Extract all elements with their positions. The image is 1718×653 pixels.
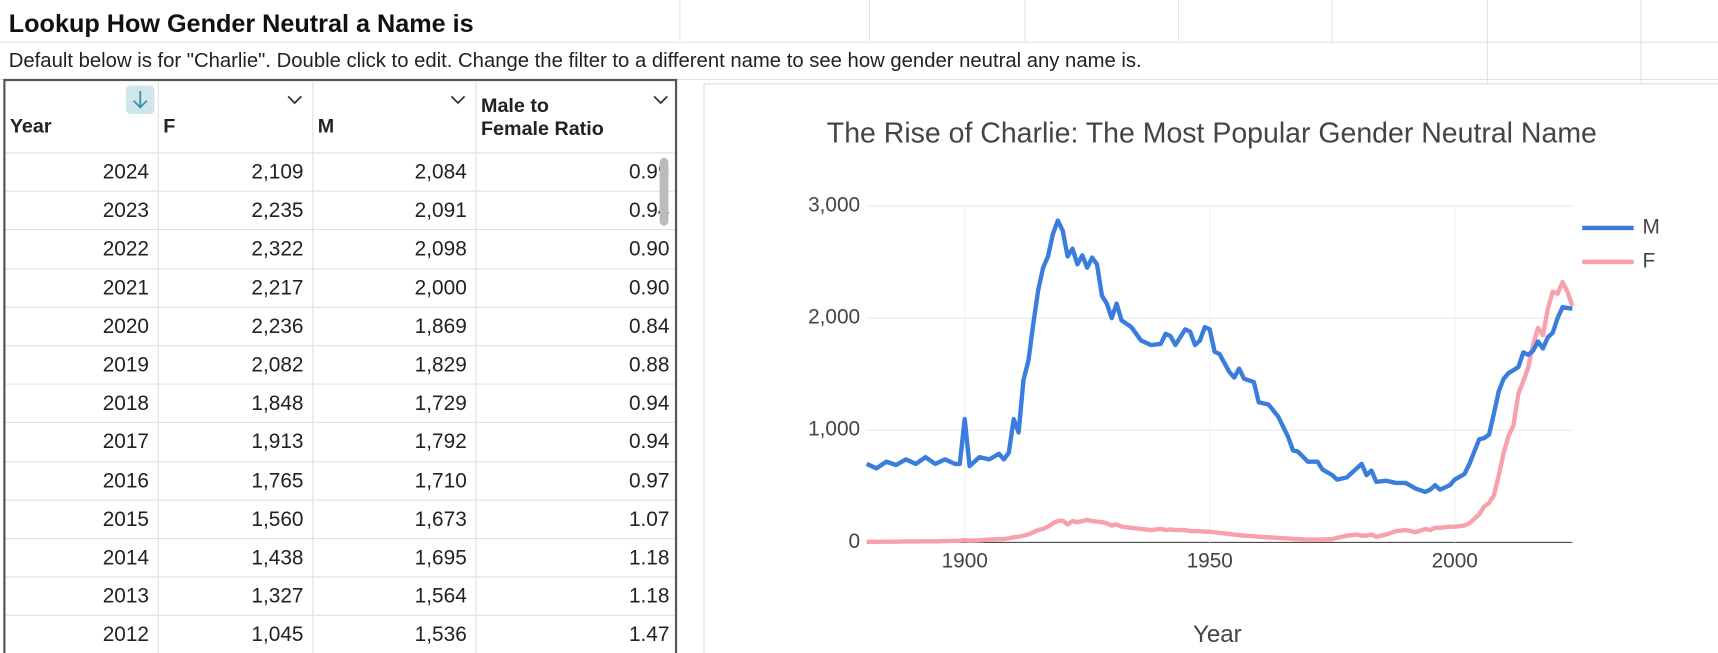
table-cell: 1,695 [313, 539, 477, 578]
table-cell: 2012 [5, 616, 159, 653]
table-cell: 1,710 [313, 461, 477, 501]
x-axis-title: Year [1193, 621, 1242, 648]
table-cell: 2020 [5, 307, 159, 347]
table-cell: 1,536 [313, 616, 477, 653]
column-header[interactable]: Male to Female Ratio [476, 81, 675, 154]
table-cell: 1.18 [476, 539, 675, 578]
table-cell: 2015 [5, 500, 159, 540]
table-cell: 0.99 [476, 153, 675, 192]
filter-dropdown[interactable] [449, 94, 467, 105]
table-cell: 2,235 [158, 191, 314, 231]
x-tick-label: 2000 [1432, 550, 1478, 573]
table-cell: 2,084 [313, 153, 477, 192]
table-cell: 2022 [5, 230, 159, 270]
col-line [868, 0, 870, 42]
filter-dropdown[interactable] [286, 94, 304, 105]
sort-icon[interactable] [126, 85, 155, 114]
table-cell: 2,109 [158, 153, 314, 192]
table-cell: 1,327 [158, 577, 314, 617]
table-cell: 2,082 [158, 346, 314, 385]
y-tick-label: 3,000 [808, 193, 860, 216]
table-cell: 2017 [5, 423, 159, 462]
series-line [865, 218, 1573, 495]
table-cell: 1,848 [158, 384, 314, 424]
table-cell: 2018 [5, 384, 159, 424]
table-cell: 2024 [5, 153, 159, 192]
series-line [866, 279, 1575, 545]
table-cell: 1,869 [313, 307, 477, 347]
table-cell: 2,217 [158, 269, 314, 308]
row-line [0, 41, 1718, 43]
x-tick-label: 1900 [942, 550, 988, 573]
column-header[interactable]: M [313, 81, 477, 154]
y-tick-label: 0 [849, 530, 861, 553]
chart-title: The Rise of Charlie: The Most Popular Ge… [827, 117, 1597, 149]
col-line [1331, 0, 1333, 42]
table-cell: 1,765 [158, 461, 314, 501]
column-header[interactable]: F [158, 81, 314, 154]
table-cell: 2023 [5, 191, 159, 231]
chart-container: The Rise of Charlie: The Most Popular Ge… [703, 83, 1718, 653]
table-cell: 2016 [5, 461, 159, 501]
table-cell: 2,000 [313, 269, 477, 308]
table-cell: 1.47 [477, 616, 675, 653]
legend-label: M [1642, 215, 1659, 238]
col-line [1640, 0, 1642, 84]
y-tick-label: 1,000 [808, 418, 860, 441]
table-cell: 1,913 [158, 423, 314, 462]
chart: The Rise of Charlie: The Most Popular Ge… [808, 117, 1660, 648]
column-header[interactable]: Year [5, 81, 159, 154]
col-line [1177, 0, 1179, 42]
table-cell: 2019 [5, 346, 159, 385]
table-cell: 0.94 [476, 385, 675, 424]
sheet-subtitle: Default below is for "Charlie". Double c… [8, 48, 1142, 72]
data-table: Year F M Male to Female Ratio 2024 2,109 2,084… [3, 78, 678, 653]
table-cell: 1.07 [476, 501, 675, 540]
table-cell: 1,045 [159, 616, 314, 653]
table-cell: 2013 [5, 577, 159, 617]
header-text: M [317, 115, 335, 137]
table-cell: 1,560 [158, 500, 314, 540]
table-cell: 0.94 [476, 423, 675, 462]
table-cell: 1,438 [158, 539, 314, 578]
table-cell: 0.88 [476, 346, 675, 385]
header-text: F [163, 115, 176, 137]
table-cell: 0.84 [476, 308, 675, 347]
col-line [1486, 0, 1488, 84]
header-text: Year [9, 115, 52, 137]
table-cell: 2,091 [313, 191, 477, 231]
table-cell: 1,729 [313, 384, 477, 424]
x-tick-label: 1950 [1187, 550, 1233, 573]
header-text: Male to Female Ratio [481, 93, 604, 139]
table-cell: 2,098 [313, 230, 477, 270]
filter-dropdown[interactable] [652, 94, 670, 105]
table-cell: 2,236 [158, 307, 314, 347]
table-cell: 0.90 [476, 269, 675, 308]
legend-label: F [1642, 249, 1655, 272]
table-cell: 0.90 [476, 231, 675, 270]
table-cell: 1,829 [313, 346, 477, 385]
table-cell: 1,564 [313, 577, 477, 617]
table-cell: 2021 [5, 269, 159, 308]
sheet-title: Lookup How Gender Neutral a Name is [8, 8, 474, 38]
col-line [679, 0, 681, 42]
scrollbar[interactable] [659, 157, 669, 226]
row-line [0, 78, 1718, 80]
col-line [1024, 0, 1026, 42]
table-cell: 2014 [5, 539, 159, 578]
table-cell: 1,673 [313, 500, 477, 540]
table-cell: 2,322 [158, 230, 314, 270]
table-cell: 0.94 [476, 192, 675, 231]
table-cell: 1.18 [476, 578, 675, 617]
y-tick-label: 2,000 [808, 306, 860, 329]
table-cell: 1,792 [313, 423, 477, 462]
table-cell: 0.97 [476, 462, 675, 501]
